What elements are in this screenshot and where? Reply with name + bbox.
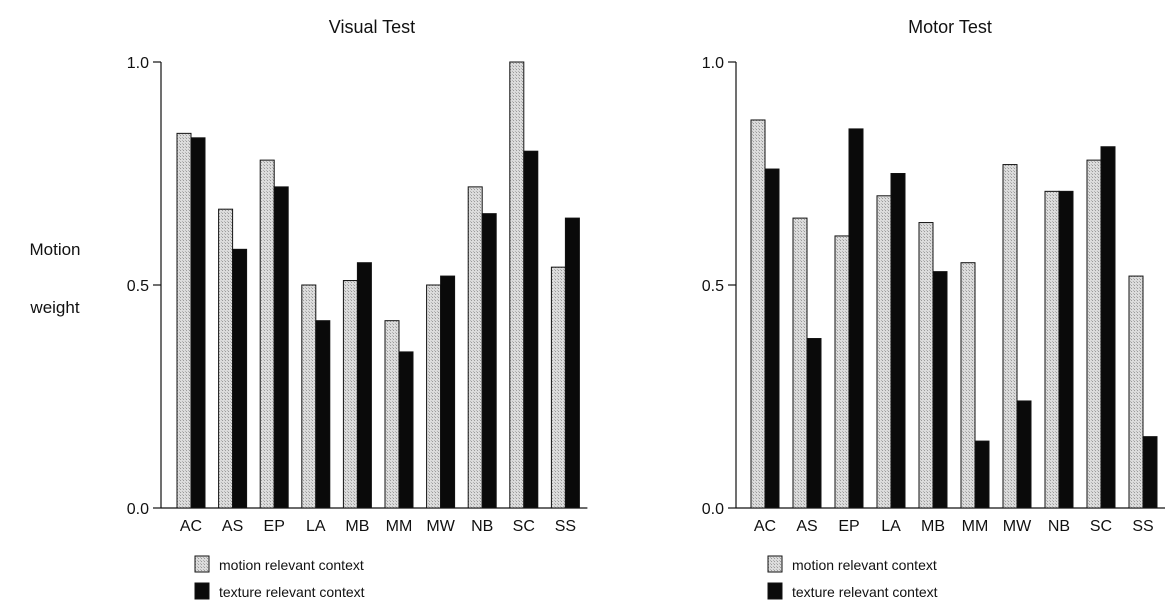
motor-x-tick-label: AC — [754, 518, 776, 535]
visual-bar-texture — [190, 137, 206, 509]
motor-x-tick-label: LA — [881, 518, 901, 535]
motor-y-tick-label: 0.0 — [702, 501, 724, 518]
motor-bar-motion — [1086, 159, 1102, 509]
motor-legend-swatch — [767, 582, 783, 600]
visual-bar-motion — [342, 280, 358, 509]
motor-x-tick-label: AS — [796, 518, 817, 535]
motor-x-tick-label: SS — [1132, 518, 1153, 535]
visual-bar-texture — [564, 217, 580, 509]
visual-bar-texture — [440, 275, 456, 509]
motor-legend-label: motion relevant context — [792, 557, 937, 573]
motor-bar-motion — [1128, 275, 1144, 509]
visual-x-tick-label: MM — [386, 518, 413, 535]
visual-bar-motion — [218, 208, 234, 509]
visual-bar-motion — [384, 320, 400, 509]
visual-bar-texture — [398, 351, 414, 509]
visual-x-tick-label: SS — [555, 518, 576, 535]
motor-bar-texture — [932, 271, 948, 509]
motor-x-tick-label: MB — [921, 518, 945, 535]
visual-x-tick-label: AS — [222, 518, 243, 535]
motor-x-tick-label: EP — [838, 518, 859, 535]
motor-x-tick-label: SC — [1090, 518, 1112, 535]
visual-x-tick-label: MB — [345, 518, 369, 535]
visual-bar-texture — [315, 320, 331, 509]
visual-bar-texture — [232, 248, 248, 509]
motor-bar-texture — [764, 168, 780, 509]
visual-bar-texture — [273, 186, 289, 509]
visual-bar-motion — [467, 186, 483, 509]
motor-bar-motion — [792, 217, 808, 509]
visual-legend-swatch — [194, 555, 210, 573]
motor-bar-motion — [1002, 164, 1018, 509]
visual-chart-title: Visual Test — [329, 17, 415, 37]
motor-bar-motion — [1044, 190, 1060, 509]
visual-y-tick-label: 1.0 — [127, 55, 149, 72]
motor-x-tick-label: MM — [962, 518, 989, 535]
visual-y-tick-label: 0.5 — [127, 278, 149, 295]
motor-x-tick-label: MW — [1003, 518, 1032, 535]
visual-bar-texture — [481, 213, 497, 509]
motor-x-tick-label: NB — [1048, 518, 1070, 535]
motor-bar-texture — [1016, 400, 1032, 509]
visual-legend-label: motion relevant context — [219, 557, 364, 573]
motor-bar-texture — [1100, 146, 1116, 509]
motor-bar-texture — [806, 338, 822, 509]
motor-bar-texture — [890, 173, 906, 509]
y-axis-label-line1: Motion — [29, 240, 81, 259]
visual-bar-motion — [426, 284, 442, 509]
motor-bar-texture — [1142, 436, 1158, 509]
visual-bar-motion — [509, 61, 525, 509]
motor-bar-texture — [974, 440, 990, 509]
motor-bar-texture — [848, 128, 864, 509]
visual-bar-texture — [356, 262, 372, 509]
visual-x-tick-label: LA — [306, 518, 326, 535]
motor-y-tick-label: 1.0 — [702, 55, 724, 72]
visual-legend-swatch — [194, 582, 210, 600]
visual-bar-motion — [550, 266, 566, 509]
motor-legend-swatch — [767, 555, 783, 573]
motor-legend-label: texture relevant context — [792, 584, 938, 600]
visual-legend-label: texture relevant context — [219, 584, 365, 600]
visual-bar-motion — [176, 132, 192, 509]
motor-test-panel: Motor Test 0.0 0.5 1.0 AC AS EP LA MB MM MW NB SC SS m… — [702, 17, 1165, 600]
motor-y-tick-label: 0.5 — [702, 278, 724, 295]
visual-bar-texture — [523, 150, 539, 509]
motor-bar-motion — [876, 195, 892, 509]
visual-bar-motion — [301, 284, 317, 509]
y-axis-label-line2: weight — [30, 298, 80, 317]
motor-bar-motion — [834, 235, 850, 509]
visual-x-tick-label: SC — [513, 518, 535, 535]
visual-x-tick-label: AC — [180, 518, 202, 535]
motor-bar-texture — [1058, 190, 1074, 509]
visual-bar-motion — [259, 159, 275, 509]
visual-y-tick-label: 0.0 — [127, 501, 149, 518]
visual-x-tick-label: MW — [426, 518, 455, 535]
visual-test-panel: Visual Test 0.0 0.5 1.0 AC AS EP LA MB MM MW NB SC SS… — [127, 17, 588, 600]
visual-x-tick-label: EP — [264, 518, 285, 535]
motor-bar-motion — [960, 262, 976, 509]
motor-bar-motion — [918, 222, 934, 509]
visual-x-tick-label: NB — [471, 518, 493, 535]
motor-bar-motion — [750, 119, 766, 509]
motor-chart-title: Motor Test — [908, 17, 992, 37]
